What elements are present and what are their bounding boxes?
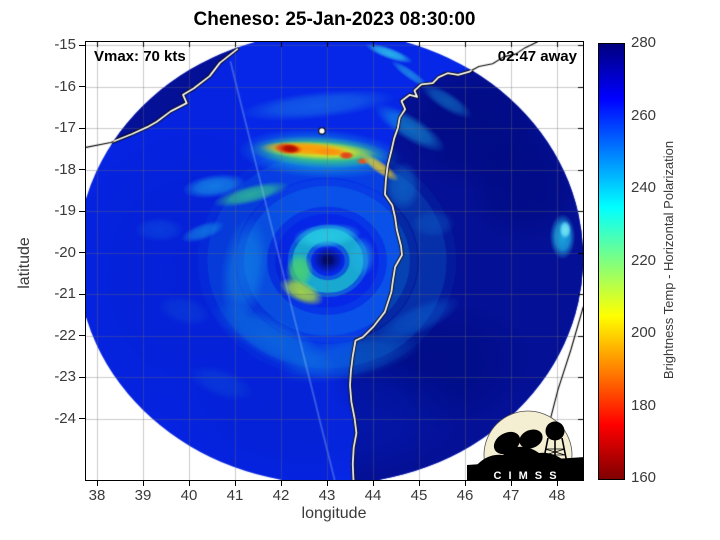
y-axis-label: latitude [16, 237, 33, 289]
vmax-label: Vmax: 70 kts [94, 48, 186, 65]
y-tick-mark [79, 376, 85, 378]
x-tick-label: 41 [226, 487, 244, 504]
cimss-logo-text: C I M S S [493, 470, 558, 480]
colorbar-tick-label: 220 [631, 251, 657, 269]
y-tick-label: -22 [54, 326, 76, 344]
x-tick-mark [96, 481, 98, 486]
x-tick-label: 42 [272, 487, 290, 504]
colorbar [598, 43, 625, 480]
colorbar-tick-label: 240 [631, 179, 657, 196]
y-tick-mark [79, 44, 85, 46]
x-tick-mark [418, 481, 420, 486]
x-tick-label: 45 [410, 487, 428, 504]
x-tick-label: 44 [364, 487, 382, 504]
y-tick-mark [79, 293, 85, 295]
x-tick-mark [464, 481, 466, 486]
x-tick-mark [234, 481, 236, 486]
x-axis-label: longitude [301, 505, 367, 522]
x-tick-mark [142, 481, 144, 486]
y-tick-label: -24 [54, 409, 76, 427]
x-tick-label: 43 [318, 487, 336, 504]
colorbar-tick-label: 160 [631, 469, 657, 486]
y-tick-mark [79, 210, 85, 212]
y-tick-label: -21 [54, 285, 76, 302]
y-tick-label: -19 [54, 202, 76, 219]
y-tick-mark [79, 252, 85, 253]
x-tick-label: 48 [548, 487, 566, 504]
colorbar-label: Brightness Temp - Horizontal Polarizatio… [661, 140, 676, 380]
y-tick-mark [79, 127, 85, 129]
y-tick-label: -17 [54, 119, 76, 136]
x-tick-mark [326, 481, 328, 486]
x-tick-label: 40 [180, 487, 198, 504]
satellite-image-canvas [86, 42, 583, 480]
y-tick-mark [79, 335, 85, 336]
x-tick-mark [556, 481, 558, 486]
time-away-label: 02:47 away [497, 48, 577, 65]
y-tick-label: -15 [54, 36, 76, 53]
colorbar-tick-label: 260 [631, 106, 657, 124]
y-tick-mark [79, 418, 85, 419]
cimss-banner [467, 457, 583, 480]
x-tick-mark [510, 481, 512, 486]
colorbar-tick-label: 280 [631, 34, 657, 51]
x-tick-label: 47 [502, 487, 520, 504]
x-tick-label: 46 [456, 487, 474, 504]
y-tick-label: -18 [54, 160, 76, 178]
x-tick-mark [280, 481, 282, 486]
x-tick-mark [372, 481, 374, 486]
x-tick-label: 39 [134, 487, 152, 504]
cimss-logo: C I M S S [467, 410, 583, 480]
colorbar-gradient [599, 44, 624, 479]
x-tick-label: 38 [88, 487, 106, 504]
y-tick-mark [79, 86, 85, 87]
x-tick-mark [188, 481, 190, 486]
y-tick-label: -20 [54, 243, 76, 261]
y-tick-mark [79, 169, 85, 170]
y-tick-label: -23 [54, 368, 76, 385]
plot-area: Vmax: 70 kts 02:47 away C I M S S [85, 41, 584, 481]
colorbar-tick-label: 180 [631, 396, 657, 414]
y-tick-label: -16 [54, 77, 76, 95]
plot-title: Cheneso: 25-Jan-2023 08:30:00 [193, 9, 476, 30]
colorbar-tick-label: 200 [631, 324, 657, 341]
